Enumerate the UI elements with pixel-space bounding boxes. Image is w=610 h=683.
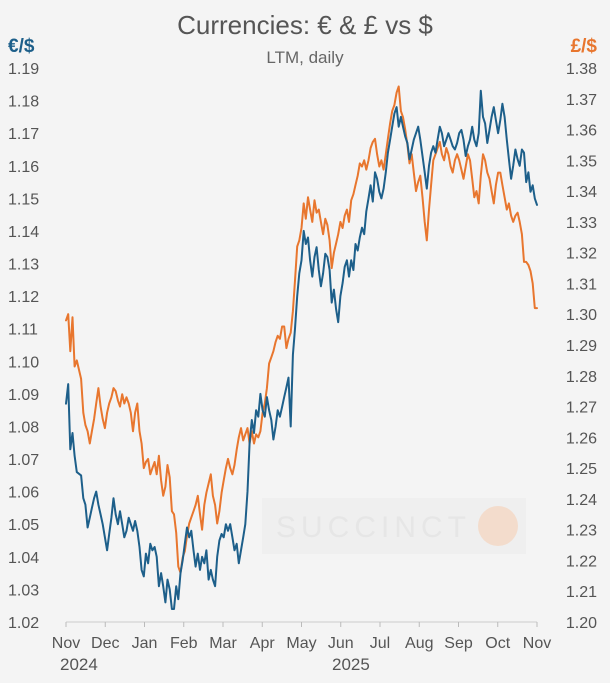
right-tick-label: 1.38 [566, 61, 597, 78]
x-tick-label: Jul [370, 635, 390, 652]
right-tick-label: 1.25 [566, 461, 597, 478]
right-axis-unit: £/$ [571, 36, 598, 57]
right-tick-label: 1.36 [566, 123, 597, 140]
x-tick-label: Feb [170, 635, 198, 652]
right-tick-label: 1.22 [566, 553, 597, 570]
right-tick-label: 1.37 [566, 92, 597, 109]
x-tick-label: May [286, 635, 316, 652]
left-tick-label: 1.09 [8, 387, 39, 404]
x-tick-label: Jan [132, 635, 158, 652]
left-tick-label: 1.12 [8, 289, 39, 306]
right-tick-label: 1.35 [566, 153, 597, 170]
series-layer [65, 85, 538, 610]
left-tick-label: 1.07 [8, 452, 39, 469]
watermark-text: SUCCINCT [276, 511, 471, 544]
left-tick-label: 1.19 [8, 61, 39, 78]
left-tick-label: 1.11 [8, 322, 38, 339]
left-tick-label: 1.14 [8, 224, 39, 241]
x-tick-label: Apr [250, 635, 276, 652]
right-tick-label: 1.21 [566, 584, 597, 601]
left-tick-label: 1.02 [8, 615, 39, 632]
left-tick-label: 1.08 [8, 419, 39, 436]
x-axis: Nov Dec Jan Feb Mar Apr May Jun Jul Aug Sep Oct Nov [52, 622, 551, 652]
left-tick-label: 1.06 [8, 485, 39, 502]
right-tick-label: 1.26 [566, 430, 597, 447]
year-label-2025: 2025 [332, 655, 370, 674]
left-tick-label: 1.03 [8, 582, 39, 599]
chart-subtitle: LTM, daily [266, 48, 344, 67]
chart-title: Currencies: € & £ vs $ [177, 10, 433, 40]
right-tick-label: 1.31 [566, 276, 597, 293]
right-tick-label: 1.32 [566, 246, 597, 263]
x-tick-label: Nov [52, 635, 80, 652]
right-tick-label: 1.33 [566, 215, 597, 232]
left-tick-label: 1.17 [8, 126, 39, 143]
right-axis: 1.20 1.21 1.22 1.23 1.24 1.25 1.26 1.27 1.28 1.29… [566, 61, 597, 632]
left-axis-unit: €/$ [8, 36, 35, 57]
x-tick-label: Nov [523, 635, 551, 652]
gbp-usd-series-line [65, 85, 538, 574]
left-tick-label: 1.13 [8, 257, 39, 274]
watermark: SUCCINCT [262, 498, 526, 554]
right-tick-label: 1.29 [566, 338, 597, 355]
left-tick-label: 1.04 [8, 550, 39, 567]
left-tick-label: 1.10 [8, 354, 39, 371]
x-tick-label: Jun [328, 635, 354, 652]
x-tick-label: Dec [91, 635, 119, 652]
x-tick-label: Sep [444, 635, 473, 652]
left-axis: 1.02 1.03 1.04 1.05 1.06 1.07 1.08 1.09 1.10 1.11… [8, 61, 39, 632]
left-tick-label: 1.15 [8, 191, 39, 208]
year-label-2024: 2024 [60, 655, 98, 674]
right-tick-label: 1.34 [566, 184, 597, 201]
right-tick-label: 1.20 [566, 615, 597, 632]
x-tick-label: Mar [209, 635, 237, 652]
left-tick-label: 1.05 [8, 517, 39, 534]
right-tick-label: 1.30 [566, 307, 597, 324]
watermark-logo-icon [478, 506, 518, 546]
x-tick-label: Aug [405, 635, 433, 652]
x-tick-label: Oct [485, 635, 510, 652]
right-tick-label: 1.27 [566, 400, 597, 417]
right-tick-label: 1.28 [566, 369, 597, 386]
eur-usd-series-line [65, 89, 538, 610]
right-tick-label: 1.23 [566, 523, 597, 540]
right-tick-label: 1.24 [566, 492, 597, 509]
left-tick-label: 1.16 [8, 159, 39, 176]
left-tick-label: 1.18 [8, 94, 39, 111]
